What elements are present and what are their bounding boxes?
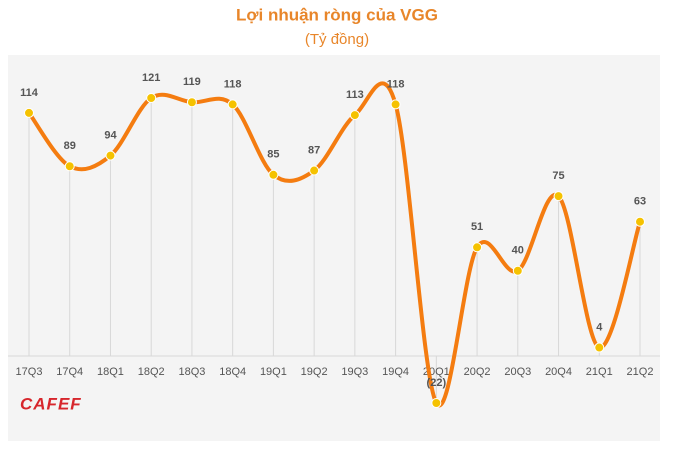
point	[431, 398, 442, 408]
data-label: 94	[104, 129, 117, 141]
x-tick-label: 19Q3	[341, 366, 368, 378]
data-label: 89	[64, 140, 76, 152]
point	[349, 110, 360, 121]
chart-subtitle: (Tỷ đồng)	[305, 31, 369, 48]
data-label: 4	[596, 321, 603, 333]
data-label: 75	[552, 170, 564, 182]
x-tick-label: 21Q1	[586, 366, 613, 378]
point	[594, 342, 605, 353]
data-label: 118	[387, 78, 405, 90]
point	[227, 99, 238, 110]
x-tick-label: 20Q2	[464, 366, 491, 378]
data-label: 119	[183, 76, 201, 88]
point	[186, 97, 197, 108]
x-tick-label: 18Q4	[219, 366, 246, 378]
x-tick-label: 19Q1	[260, 366, 287, 378]
plot-background	[8, 55, 660, 441]
data-label: (22)	[427, 377, 447, 389]
data-label: 51	[471, 221, 483, 233]
x-tick-label: 18Q2	[138, 366, 165, 378]
point	[105, 150, 116, 161]
data-label: 113	[346, 89, 364, 101]
point	[268, 169, 279, 180]
point	[24, 107, 34, 118]
chart-title: Lợi nhuận ròng của VGG	[236, 5, 438, 24]
data-label: 114	[20, 87, 39, 99]
data-label: 87	[308, 144, 320, 156]
data-label: 40	[512, 245, 524, 257]
data-label: 63	[634, 196, 646, 208]
x-tick-label: 20Q3	[504, 366, 531, 378]
x-tick-label: 21Q2	[627, 366, 654, 378]
watermark: CAFEF	[20, 394, 82, 413]
point	[472, 242, 483, 253]
point	[64, 161, 75, 172]
x-tick-label: 19Q2	[301, 366, 328, 378]
x-tick-label: 18Q3	[178, 366, 205, 378]
point	[146, 93, 157, 103]
data-label: 121	[142, 72, 160, 84]
data-label: 118	[224, 78, 242, 90]
x-tick-label: 17Q4	[56, 366, 83, 378]
point	[635, 216, 645, 227]
point	[390, 99, 401, 110]
x-tick-label: 17Q3	[16, 366, 43, 378]
x-tick-label: 20Q4	[545, 366, 572, 378]
point	[553, 191, 564, 202]
data-label: 85	[267, 149, 279, 161]
point	[309, 165, 320, 176]
x-tick-label: 19Q4	[382, 366, 409, 378]
point	[512, 265, 523, 276]
x-tick-label: 18Q1	[97, 366, 124, 378]
